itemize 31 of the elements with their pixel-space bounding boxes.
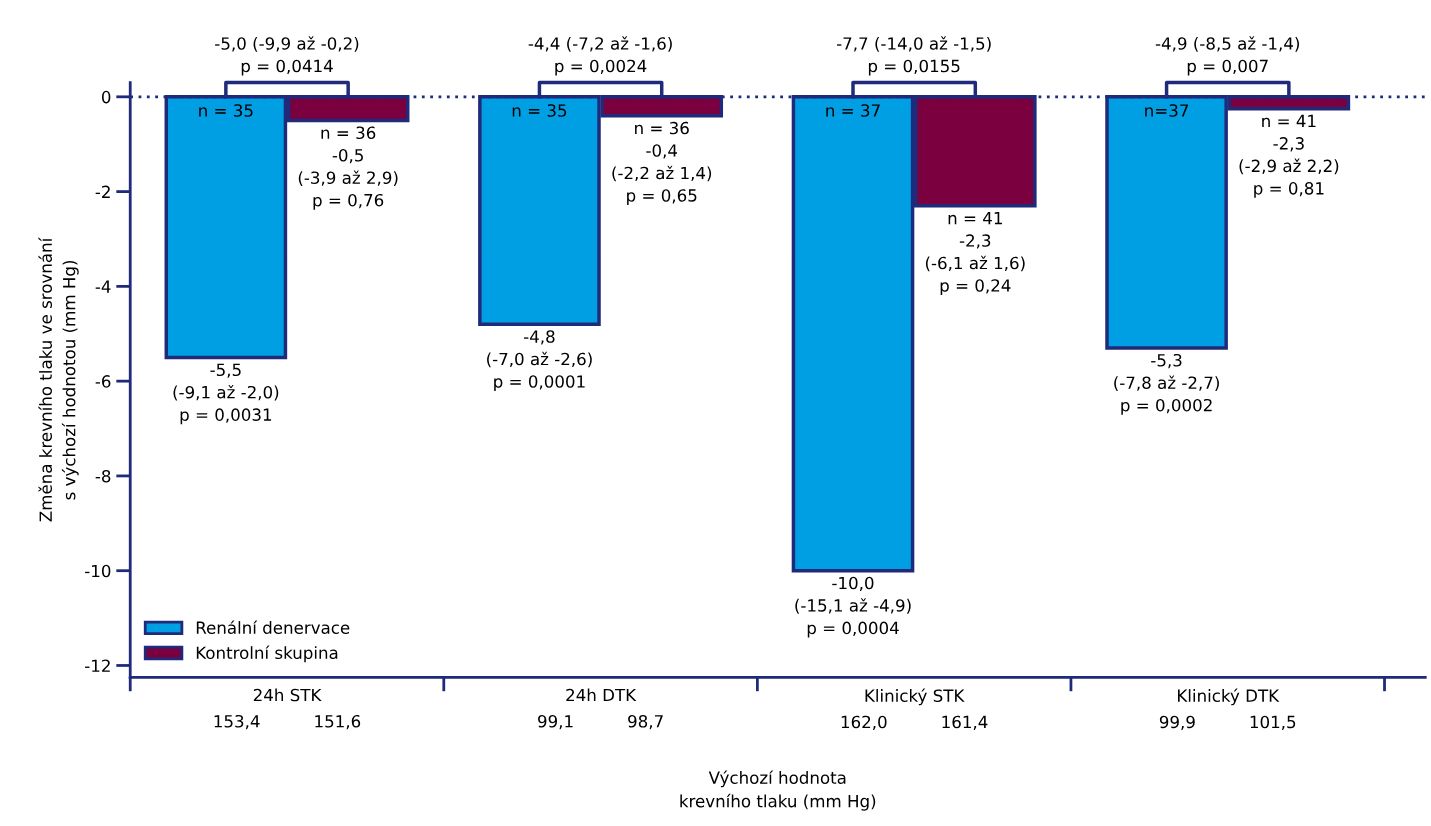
annotation: n=37 [1145,104,1189,117]
x-tick-label: Klinický STK 162,0 161,4 [841,688,988,730]
y-tick-label: -12 [85,659,110,672]
y-axis-title: Změna krevního tlaku ve srovnání s výchozí hodnotou (mm Hg) [38,237,79,522]
data-label: -5,3 (-7,8 až -2,7) p = 0,0002 [1114,353,1219,415]
y-tick-label: -2 [95,185,110,198]
y-tick-label: -6 [95,375,111,388]
x-tick-label: 24h STK 153,4 151,6 [214,688,361,730]
x-axis-title: Výchozí hodnota krevního tlaku (mm Hg) [680,770,876,811]
legend-label: Kontrolní skupina [196,645,338,663]
data-label: n = 41 -2,3 (-2,9 až 2,2) p = 0,81 [1239,114,1339,198]
y-tick-label: 0 [101,90,111,104]
data-label: -5,5 (-9,1 až -2,0) p = 0,0031 [173,363,279,425]
text: -7,7 (-14,0 až -1,5) p = 0,0155 [836,36,991,76]
x-tick-label: Klinický DTK 99,9 101,5 [1159,688,1296,730]
text: -4,4 (-7,2 až -1,6) p = 0,0024 [528,36,672,76]
annotation: n = 35 [512,104,567,117]
annotation: n = 37 [826,104,880,117]
y-tick-label: -10 [85,564,111,578]
data-label: n = 36 -0,4 (-2,2 až 1,4) p = 0,65 [612,121,712,205]
y-tick-label: -4 [95,280,111,293]
text: -5,0 (-9,9 až -0,2) p = 0,0414 [215,36,359,76]
data-label: -10,0 (-15,1 až -4,9) p = 0,0004 [795,576,911,638]
data-label: n = 36 -0,5 (-3,9 až 2,9) p = 0,76 [298,126,398,210]
y-tick-label: -8 [95,469,111,483]
text: -4,9 (-8,5 až -1,4) p = 0,007 [1155,36,1300,76]
annotation: n = 35 [199,104,253,117]
data-label: -4,8 (-7,0 až -2,6) p = 0,0001 [487,330,592,392]
legend-label: Renální denervace [196,620,350,634]
data-label: n = 41 -2,3 (-6,1 až 1,6) p = 0,24 [925,212,1025,296]
x-tick-label: 24h DTK 99,1 98,7 [538,688,663,730]
